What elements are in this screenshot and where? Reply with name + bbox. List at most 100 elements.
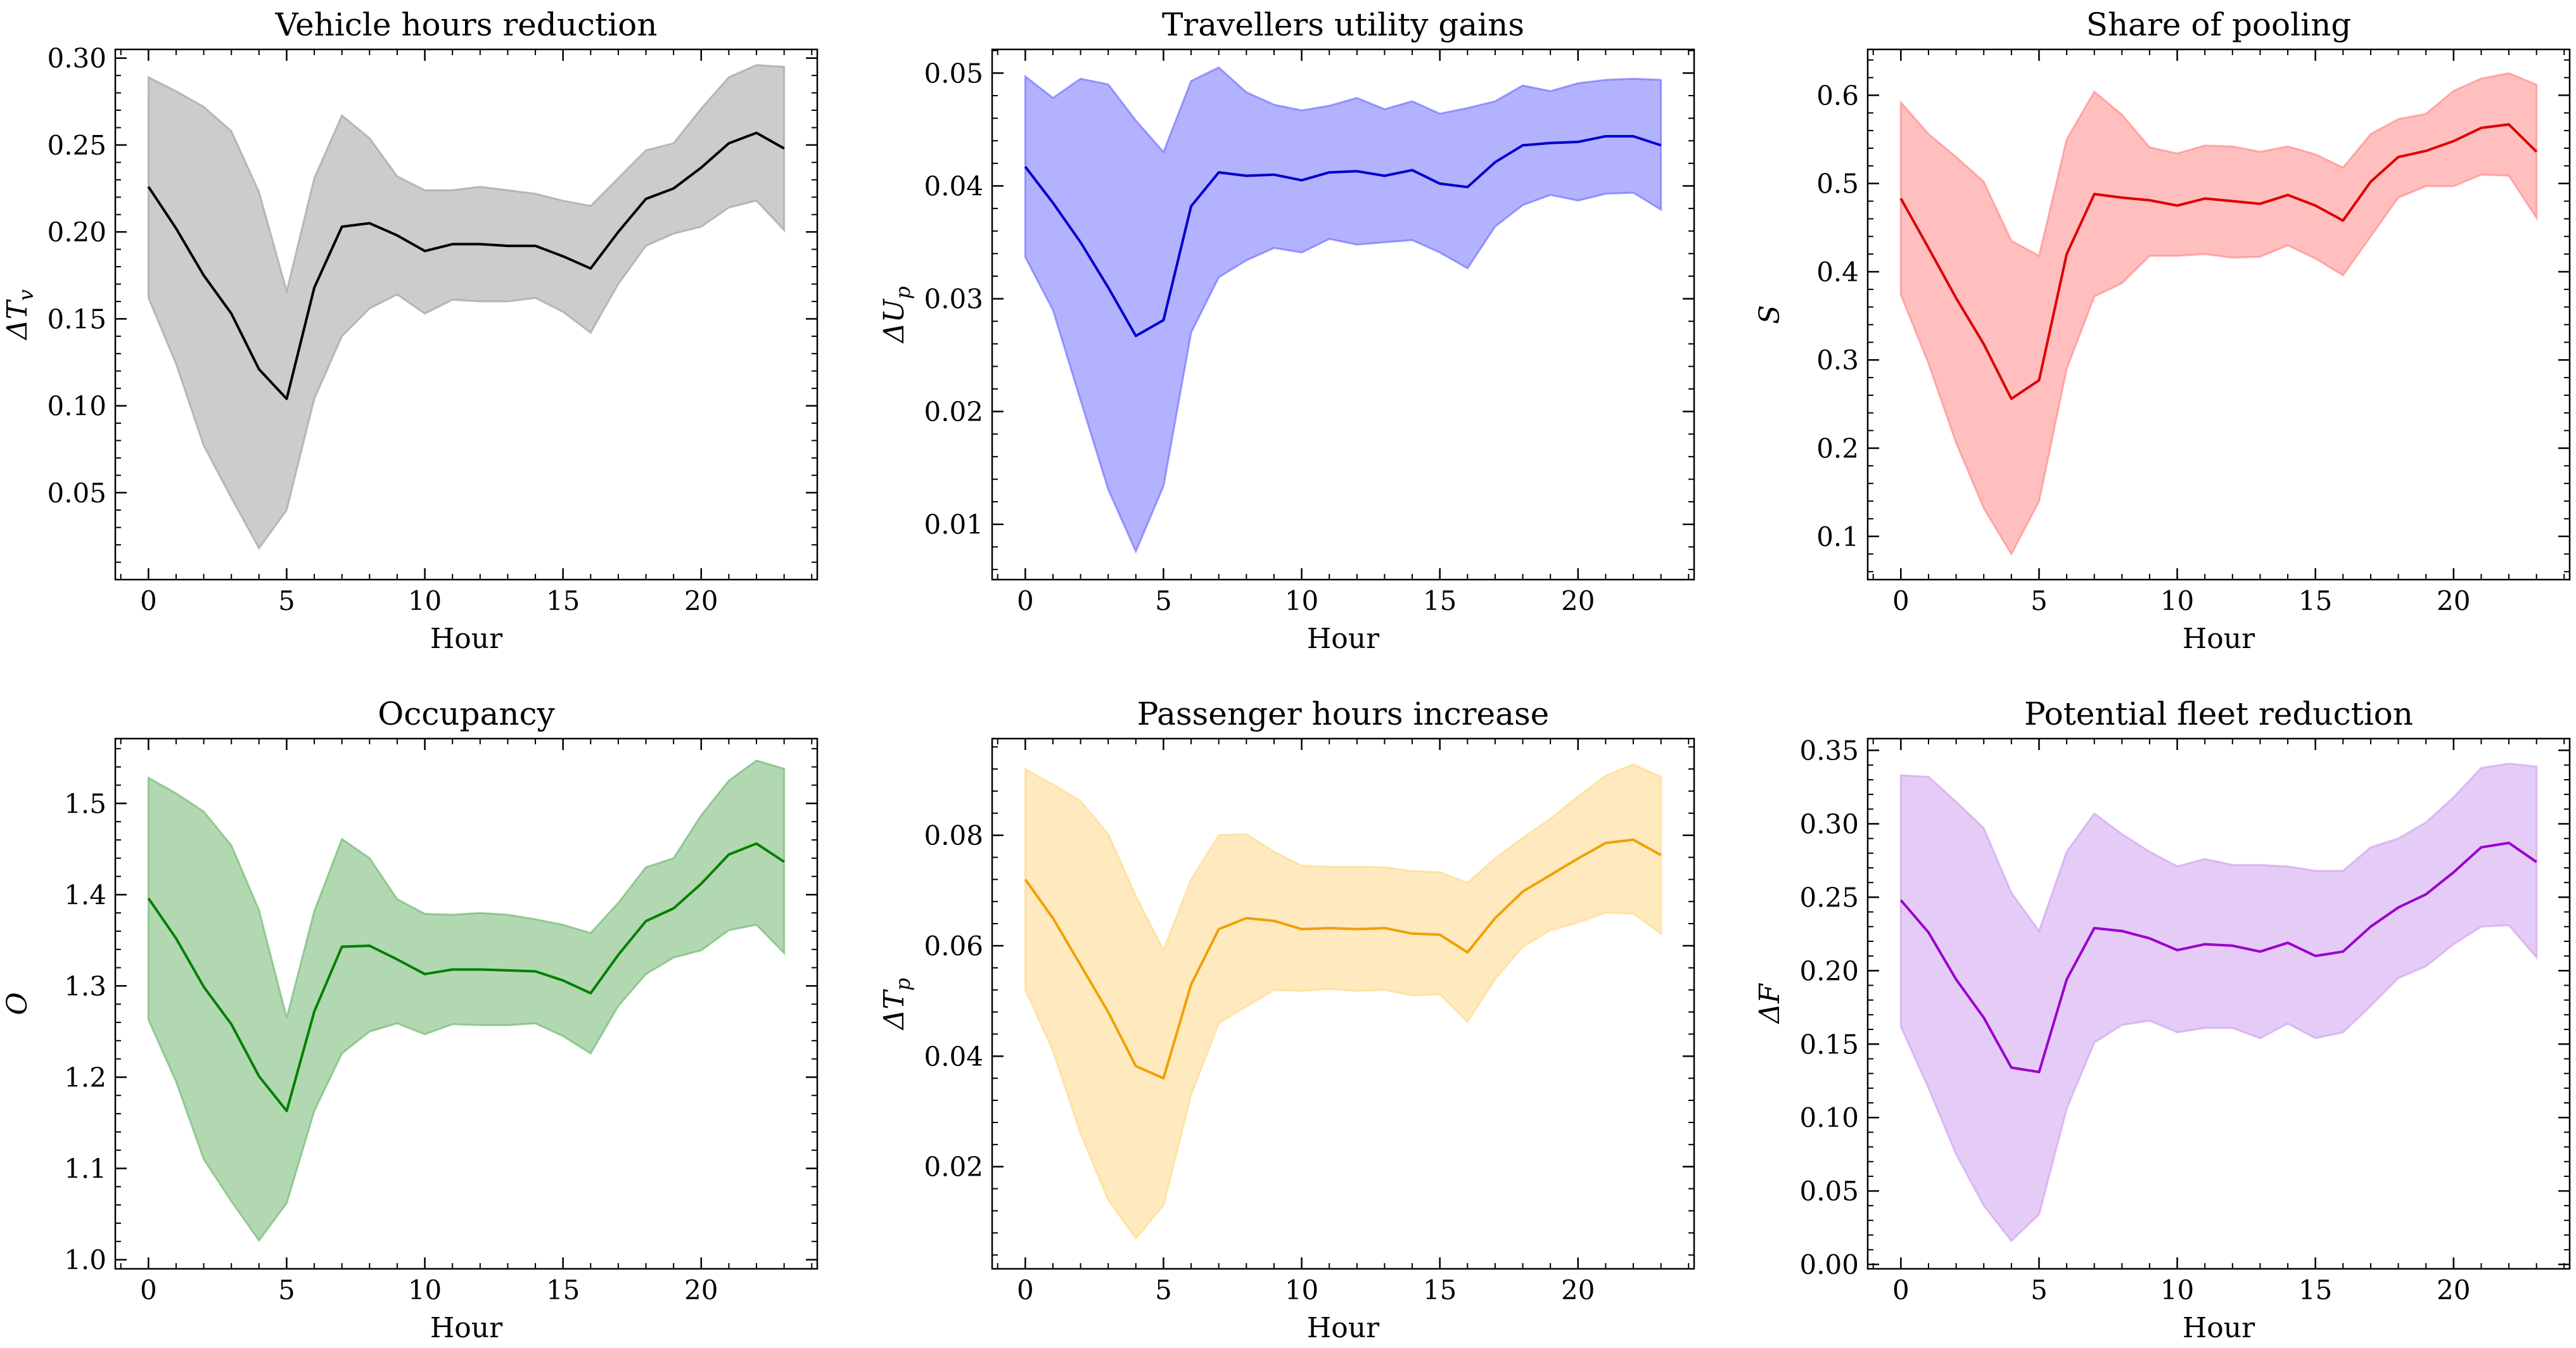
confidence-band [1899, 72, 2538, 556]
y-tick-label: 0.04 [924, 170, 983, 201]
x-tick-label: 15 [1423, 585, 1457, 616]
y-axis-label-main: ΔT [878, 989, 910, 1031]
confidence-band [147, 759, 786, 1242]
axes-frame [991, 737, 1695, 1270]
y-tick-label: 0.25 [1799, 882, 1859, 913]
y-tick-label: 0.05 [47, 478, 106, 509]
x-tick-label: 20 [684, 1275, 718, 1306]
y-tick-label: 0.00 [1799, 1249, 1859, 1280]
x-axis-label: Hour [2183, 1312, 2255, 1344]
x-axis-label: Hour [430, 1312, 503, 1344]
x-tick-label: 10 [2160, 585, 2194, 616]
y-axis-label-main: S [1754, 305, 1786, 324]
x-axis-label: Hour [2183, 623, 2255, 655]
y-axis-label: ΔF [1754, 983, 1786, 1025]
x-tick-label: 15 [1423, 1275, 1457, 1306]
x-tick-label: 5 [1155, 585, 1172, 616]
y-tick-label: 0.01 [924, 509, 983, 540]
chart-title: Potential fleet reduction [2024, 696, 2413, 732]
axes-frame [1866, 48, 2571, 581]
y-tick-label: 0.02 [924, 397, 983, 428]
chart-panel-3: 0 5 10 15 20 0.1 0.2 0.3 0.4 0.5 0.6 Share of pooli… [1754, 6, 2571, 655]
confidence-band [147, 64, 786, 550]
x-tick-label: 0 [140, 585, 157, 616]
x-tick-label: 5 [2031, 585, 2048, 616]
y-tick-label: 0.2 [1816, 433, 1859, 464]
y-tick-label: 0.5 [1816, 168, 1859, 200]
y-tick-label: 0.4 [1816, 257, 1859, 288]
y-axis-label: ΔUp [878, 286, 915, 344]
x-tick-label: 0 [140, 1275, 157, 1306]
y-axis-label: O [1, 992, 34, 1015]
x-tick-label: 20 [2437, 1275, 2470, 1306]
y-tick-label: 1.4 [64, 879, 106, 910]
y-tick-label: 0.35 [1799, 735, 1859, 766]
y-tick-label: 1.2 [64, 1062, 106, 1093]
y-axis-label-main: ΔU [878, 298, 910, 344]
mean-line [147, 131, 785, 400]
y-tick-label: 0.05 [924, 58, 983, 89]
confidence-band [1024, 763, 1662, 1240]
y-tick-label: 1.5 [64, 788, 106, 819]
x-tick-label: 15 [2299, 1275, 2332, 1306]
y-tick-label: 0.05 [1799, 1176, 1859, 1207]
chart-panel-6: 0 5 10 15 20 0.00 0.05 0.10 0.15 0.20 0.25 0.30 0.35… [1754, 696, 2571, 1344]
x-tick-label: 15 [2299, 585, 2332, 616]
y-tick-label: 0.1 [1816, 521, 1859, 552]
mean-line [1899, 123, 2538, 400]
confidence-band [1899, 762, 2538, 1243]
y-tick-label: 0.15 [47, 303, 106, 334]
mean-line [1024, 838, 1662, 1080]
y-tick-label: 0.04 [924, 1041, 983, 1072]
chart-panel-2: 0 5 10 15 20 0.01 0.02 0.03 0.04 0.05 Travellers u… [878, 6, 1695, 655]
y-tick-label: 0.08 [924, 820, 983, 851]
y-axis-label-main: ΔF [1754, 983, 1786, 1025]
y-axis-label-main: ΔT [1, 298, 34, 341]
y-tick-label: 0.3 [1816, 345, 1859, 376]
x-axis-label: Hour [430, 623, 503, 655]
chart-title: Share of pooling [2086, 6, 2352, 43]
y-axis-label-main: O [1, 992, 34, 1015]
y-tick-label: 0.30 [47, 43, 106, 74]
y-tick-label: 0.20 [1799, 955, 1859, 986]
x-tick-label: 0 [1017, 585, 1034, 616]
y-tick-label: 0.06 [924, 931, 983, 962]
y-axis-label-subscript: p [891, 978, 915, 991]
x-tick-label: 20 [1561, 585, 1595, 616]
chart-title: Occupancy [378, 696, 555, 732]
chart-panel-5: 0 5 10 15 20 0.02 0.04 0.06 0.08 Passenger hours … [878, 696, 1695, 1344]
x-tick-label: 10 [408, 1275, 442, 1306]
x-tick-label: 20 [684, 585, 718, 616]
x-tick-label: 20 [2437, 585, 2470, 616]
y-axis-label: S [1754, 305, 1786, 324]
x-tick-label: 10 [1285, 585, 1318, 616]
x-axis-label: Hour [1307, 1312, 1380, 1344]
mean-line [1024, 135, 1662, 338]
x-tick-label: 15 [546, 585, 580, 616]
x-tick-label: 10 [408, 585, 442, 616]
y-tick-label: 1.1 [64, 1154, 106, 1185]
y-tick-label: 0.10 [47, 391, 106, 422]
y-tick-label: 0.30 [1799, 808, 1859, 839]
y-axis-label-subscript: p [891, 286, 915, 299]
chart-panel-4: 0 5 10 15 20 1.0 1.1 1.2 1.3 1.4 1.5 Occupancy Hour O [1, 696, 819, 1344]
x-tick-label: 0 [1017, 1275, 1034, 1306]
y-tick-label: 1.0 [64, 1245, 106, 1276]
mean-line [147, 842, 785, 1112]
x-tick-label: 5 [1155, 1275, 1172, 1306]
y-axis-label-subscript: v [14, 289, 38, 301]
axes-frame [1866, 737, 2571, 1270]
mean-line [1899, 841, 2537, 1074]
axes-frame [114, 48, 819, 581]
x-axis-label: Hour [1307, 623, 1380, 655]
y-tick-label: 0.10 [1799, 1102, 1859, 1133]
x-tick-label: 0 [1892, 585, 1910, 616]
x-tick-label: 5 [278, 585, 295, 616]
y-axis-label: ΔTv [1, 289, 38, 341]
x-tick-label: 0 [1892, 1275, 1910, 1306]
y-tick-label: 0.25 [47, 130, 106, 161]
y-axis-label: ΔTp [878, 978, 915, 1031]
y-tick-label: 0.02 [924, 1152, 983, 1183]
x-tick-label: 15 [546, 1275, 580, 1306]
